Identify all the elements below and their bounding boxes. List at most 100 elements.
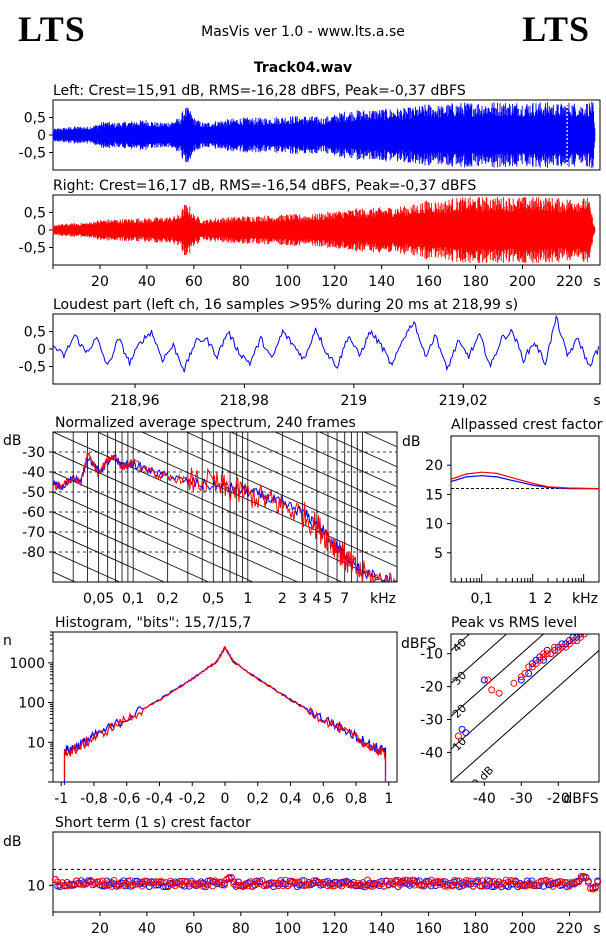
crest-point: [310, 877, 318, 885]
crest-diagonal: [451, 634, 545, 717]
crest-point: [453, 881, 461, 889]
x-tick-label: 80: [232, 274, 250, 290]
x-tick-label: 219,02: [439, 393, 488, 409]
x-tick-label: -20: [547, 791, 570, 807]
scatter-point: [488, 686, 496, 694]
y-label: n: [3, 633, 12, 649]
crest-point: [443, 882, 451, 890]
y-tick-label: 100: [18, 696, 45, 712]
crest-point: [199, 882, 207, 890]
scatter-point: [525, 663, 533, 671]
crest-point: [352, 881, 360, 889]
x-tick-label: -0,6: [113, 791, 140, 807]
x-tick-label: 220: [556, 921, 583, 937]
slope-line: [53, 451, 343, 582]
chart-title: Allpassed crest factor: [451, 417, 603, 433]
x-tick-label: 120: [321, 921, 348, 937]
y-tick-label: 20: [425, 458, 443, 474]
x-label: dBFS: [563, 791, 598, 807]
crest-point: [378, 880, 386, 888]
crest-point: [415, 881, 423, 889]
x-tick-label: 1: [384, 791, 393, 807]
y-tick-label: 10: [27, 735, 45, 751]
x-tick-label: 140: [368, 274, 395, 290]
loudest-series: [52, 314, 600, 373]
chart-title: Normalized average spectrum, 240 frames: [55, 415, 356, 431]
crest-point: [558, 879, 566, 886]
x-tick-label: 40: [138, 921, 156, 937]
crest-point: [394, 877, 402, 884]
crest-point: [303, 881, 310, 889]
y-tick-label: -0,5: [19, 146, 46, 162]
plot-frame: [450, 633, 600, 783]
y-tick-label: -10: [420, 647, 443, 663]
crest-point: [94, 878, 102, 886]
spectrum-plot: [53, 432, 397, 582]
slope-line: [53, 471, 299, 582]
crest-point: [448, 882, 456, 890]
crest-point: [347, 881, 355, 889]
crest-point: [136, 878, 144, 886]
diagonal-label: 40: [450, 636, 469, 655]
scatter-point: [495, 689, 503, 697]
diagonal-label: 20: [450, 702, 469, 721]
x-tick-label: -0,8: [80, 791, 107, 807]
short-term-crest-chart: Short term (1 s) crest factor dB 10 20 40 60 8…: [3, 815, 602, 937]
x-tick-label: 180: [462, 274, 489, 290]
x-tick-label: 0,2: [157, 591, 179, 607]
y-tick-label: -50: [22, 485, 45, 501]
crest-point: [204, 881, 212, 889]
x-tick-label: 160: [415, 274, 442, 290]
x-tick-label: 20: [91, 921, 109, 937]
crest-point: [338, 882, 346, 890]
histogram-chart: Histogram, "bits": 15,7/15,7n101001000-1…: [3, 615, 398, 807]
x-unit: kHz: [370, 591, 396, 607]
crest-point: [319, 878, 327, 886]
scatter-point: [462, 729, 470, 737]
x-tick-label: 0: [221, 791, 230, 807]
y-tick-label: -20: [420, 680, 443, 696]
crest-diagonal: [451, 634, 471, 652]
x-tick-label: 180: [462, 921, 489, 937]
left-waveform-chart: Left: Crest=15,91 dB, RMS=-16,28 dBFS, P…: [19, 83, 601, 171]
crest-diagonal: [451, 649, 599, 782]
chart-title: Loudest part (left ch, 16 samples >95% d…: [53, 297, 518, 313]
crest-point: [239, 882, 247, 889]
crest-point: [387, 877, 395, 885]
y-label: dB: [402, 434, 421, 450]
crest-point: [305, 881, 313, 889]
right-waveform-chart: Right: Crest=16,17 dB, RMS=-16,54 dBFS, …: [19, 178, 601, 290]
y-tick-label: 0,5: [24, 206, 46, 222]
scatter-point: [558, 643, 566, 651]
crest-point: [474, 877, 482, 884]
scatter-point: [454, 732, 462, 740]
scatter-point: [517, 676, 525, 684]
crest-point: [237, 881, 245, 889]
crest-point: [401, 876, 409, 884]
y-tick-label: 15: [425, 487, 443, 503]
crest-point: [166, 877, 174, 885]
y-tick-label: 0: [37, 223, 46, 239]
crest-point: [63, 882, 71, 890]
y-tick-label: 10: [425, 517, 443, 533]
slope-line: [318, 432, 397, 468]
x-unit: s: [593, 921, 600, 937]
crest-point: [244, 882, 252, 890]
crest-point: [537, 877, 545, 885]
app-title: MasVis ver 1.0 - www.lts.a.se: [201, 24, 405, 40]
crest-point: [51, 876, 59, 883]
crest-point: [220, 881, 228, 889]
scatter-point: [569, 637, 577, 645]
x-tick-label: 0,8: [345, 791, 367, 807]
crest-point: [577, 873, 585, 880]
crest-point: [202, 883, 210, 891]
crest-point: [465, 877, 472, 885]
x-tick-label: -30: [510, 791, 533, 807]
crest-point: [75, 880, 83, 888]
crest-point: [486, 880, 494, 888]
crest-point: [124, 881, 132, 888]
y-tick-label: 0: [37, 342, 46, 358]
x-tick-label: 0,6: [312, 791, 334, 807]
x-tick-label: 200: [509, 274, 536, 290]
x-tick-label: 0,4: [279, 791, 301, 807]
